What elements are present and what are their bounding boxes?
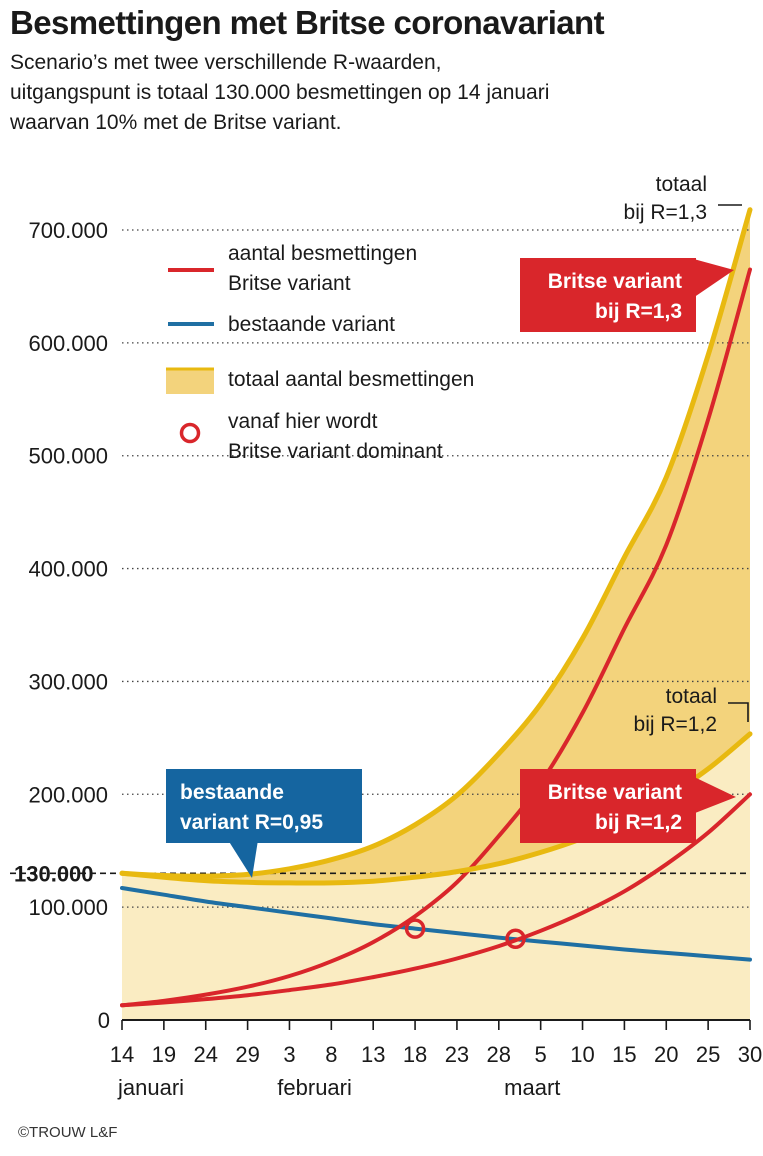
reference-line-label: 130.000 (14, 861, 94, 886)
annotation-total-r13-line-1: totaal (656, 173, 707, 196)
dominance-marker-1 (404, 918, 426, 939)
month-label-1: januari (117, 1075, 184, 1100)
annotation-total-r12-leader (728, 702, 749, 722)
month-label-2: februari (277, 1075, 352, 1100)
legend-swatch-dominant (179, 422, 201, 444)
x-tick-label-2: 19 (152, 1042, 176, 1067)
series-line-total-r13 (119, 207, 753, 879)
subtitle-line-3: waarvan 10% met de Britse variant. (10, 111, 342, 134)
annotation-total-r12: totaal bij R=1,2 (634, 685, 717, 736)
subtitle-line-2: uitgangspunt is totaal 130.000 besmettin… (10, 81, 550, 104)
legend-label-total: totaal aantal besmettingen (228, 368, 474, 391)
series-line-british-r12 (120, 792, 752, 1008)
legend-label-british-line-2: Britse variant (228, 272, 351, 295)
x-tick-label-5: 3 (283, 1042, 295, 1067)
month-label-3: maart (504, 1075, 560, 1100)
annotation-british-r13-box (520, 258, 696, 332)
x-tick-label-1: 14 (110, 1042, 134, 1067)
legend: aantal besmettingen Britse variant bestaan… (166, 242, 474, 463)
total-area-high (122, 209, 750, 884)
annotation-existing-line-1: bestaande (180, 781, 284, 804)
x-tick-label-16: 30 (738, 1042, 762, 1067)
x-tick-label-13: 15 (612, 1042, 636, 1067)
x-tick-label-6: 8 (325, 1042, 337, 1067)
y-tick-label-4: 300.000 (28, 669, 108, 694)
annotation-total-r12-line-2: bij R=1,2 (634, 713, 717, 736)
annotation-british-r12: Britse variant bij R=1,2 (520, 769, 736, 843)
annotation-existing: bestaande variant R=0,95 (166, 769, 362, 878)
x-tick-label-7: 13 (361, 1042, 385, 1067)
chart-title: Besmettingen met Britse coronavariant (10, 4, 605, 41)
credit-line: ©TROUW L&F (18, 1124, 118, 1141)
legend-label-dominant-line-1: vanaf hier wordt (228, 410, 378, 433)
x-tick-label-9: 23 (445, 1042, 469, 1067)
annotation-british-r13-line-1: Britse variant (548, 270, 682, 293)
x-tick-label-15: 25 (696, 1042, 720, 1067)
subtitle-line-1: Scenario’s met twee verschillende R-waar… (10, 51, 442, 74)
annotation-british-r12-pointer (690, 775, 736, 815)
annotation-british-r12-line-2: bij R=1,2 (595, 811, 682, 834)
x-tick-label-11: 5 (535, 1042, 547, 1067)
y-tick-label-6: 500.000 (28, 444, 108, 469)
y-tick-label-5: 400.000 (28, 557, 108, 582)
annotation-british-r12-box (520, 769, 696, 843)
annotation-existing-box (166, 769, 362, 843)
legend-swatch-total (166, 368, 214, 394)
series-line-existing (120, 886, 752, 962)
annotation-british-r12-line-1: Britse variant (548, 781, 682, 804)
x-tick-label-4: 29 (235, 1042, 259, 1067)
x-tick-label-14: 20 (654, 1042, 678, 1067)
y-tick-label-2: 100.000 (28, 895, 108, 920)
annotation-british-r13: Britse variant bij R=1,3 (520, 258, 734, 332)
annotation-british-r13-line-2: bij R=1,3 (595, 300, 682, 323)
x-tick-label-8: 18 (403, 1042, 427, 1067)
y-tick-label-3: 200.000 (28, 782, 108, 807)
chart-subtitle: Scenario’s met twee verschillende R-waar… (10, 48, 549, 138)
dominance-marker-2 (505, 928, 526, 949)
annotation-total-r12-line-1: totaal (666, 685, 717, 708)
annotation-existing-pointer (228, 840, 258, 878)
annotation-existing-line-2: variant R=0,95 (180, 811, 323, 834)
annotation-total-r13: totaal bij R=1,3 (624, 173, 707, 224)
annotation-british-r13-pointer (690, 258, 734, 300)
legend-label-british-line-1: aantal besmettingen (228, 242, 417, 265)
legend-label-dominant-line-2: Britse variant dominant (228, 440, 443, 463)
x-tick-label-10: 28 (487, 1042, 511, 1067)
legend-label-existing: bestaande variant (228, 313, 395, 336)
x-tick-label-3: 24 (193, 1042, 217, 1067)
y-tick-label-8: 700.000 (28, 218, 108, 243)
annotation-total-r13-line-2: bij R=1,3 (624, 201, 707, 224)
x-tick-label-12: 10 (570, 1042, 594, 1067)
y-tick-label-7: 600.000 (28, 331, 108, 356)
y-tick-label-1: 0 (98, 1008, 110, 1033)
